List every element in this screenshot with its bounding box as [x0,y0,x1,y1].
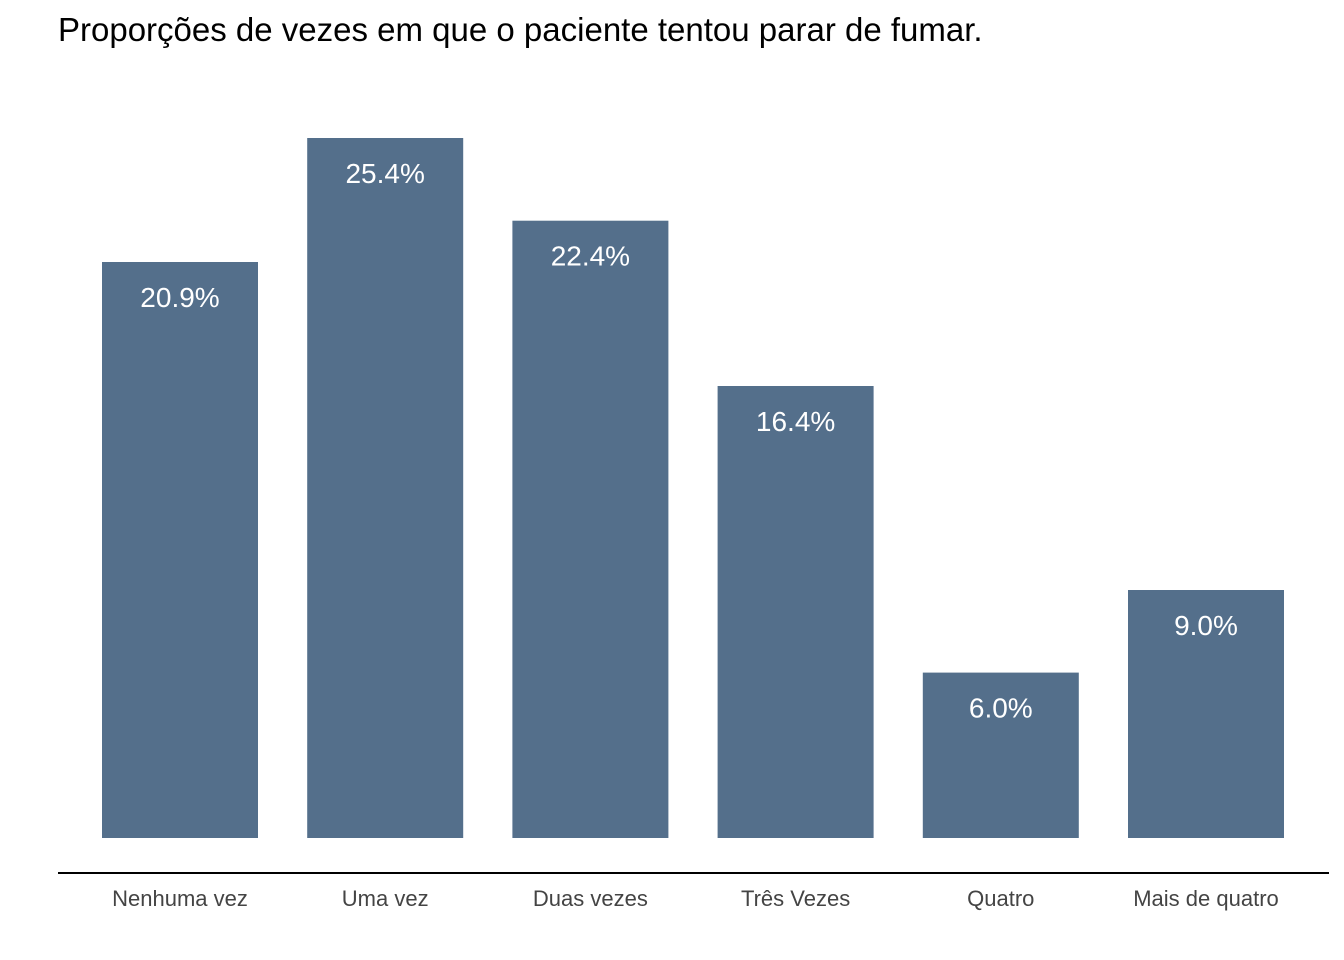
bars-layer [102,138,1284,838]
bar-value-label: 22.4% [551,241,630,272]
x-tick-label: Nenhuma vez [112,886,248,911]
x-tick-label: Uma vez [342,886,429,911]
bar-value-label: 20.9% [140,282,219,313]
bar-5 [1128,590,1284,838]
bar-2 [512,220,669,838]
bar-value-label: 25.4% [345,158,424,189]
chart-title: Proporções de vezes em que o paciente te… [58,11,983,48]
x-tick-label: Quatro [967,886,1034,911]
bar-value-label: 6.0% [969,693,1033,724]
bar-0 [102,262,258,838]
x-tick-label: Mais de quatro [1133,886,1279,911]
x-tick-label: Duas vezes [533,886,648,911]
bar-value-label: 9.0% [1174,610,1238,641]
bar-3 [717,386,874,838]
bar-value-label: 16.4% [756,406,835,437]
bar-1 [307,138,464,838]
data-labels-layer: 20.9% 25.4% 22.4% 16.4% 6.0% 9.0% [140,158,1238,724]
x-tick-label: Três Vezes [741,886,850,911]
bar-4 [922,672,1079,838]
x-tick-labels-layer: Nenhuma vez Uma vez Duas vezes Três Vezes Qu… [112,886,1279,911]
